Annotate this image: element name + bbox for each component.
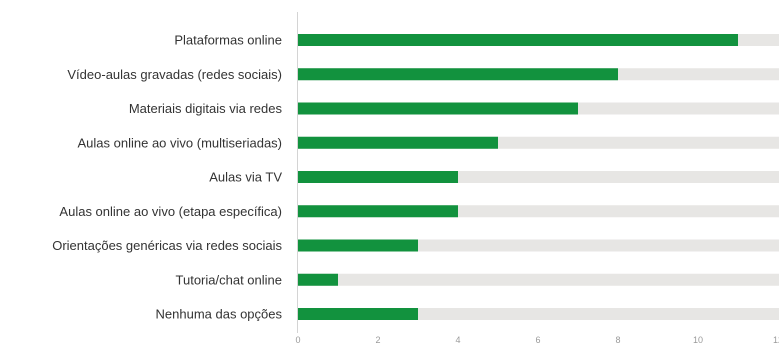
bar: [298, 34, 738, 46]
category-label: Nenhuma das opções: [156, 307, 283, 322]
x-tick-label: 10: [693, 335, 703, 345]
category-label: Materiais digitais via redes: [129, 101, 283, 116]
bar: [298, 308, 418, 320]
category-labels: Plataformas online Vídeo-aulas gravadas (…: [52, 33, 282, 322]
bar: [298, 68, 618, 81]
bar-track: [298, 308, 779, 320]
bar: [298, 205, 458, 218]
bar: [298, 136, 498, 149]
bars: [298, 34, 738, 320]
category-label: Aulas online ao vivo (etapa específica): [59, 204, 282, 219]
x-tick-label: 0: [295, 335, 300, 345]
bar: [298, 171, 458, 183]
category-label: Aulas via TV: [209, 170, 282, 185]
bar: [298, 102, 578, 115]
x-tick-label: 8: [615, 335, 620, 345]
x-tick-label: 12: [773, 335, 779, 345]
bar-track: [298, 239, 779, 252]
bar-track: [298, 273, 779, 286]
category-label: Vídeo-aulas gravadas (redes sociais): [67, 67, 282, 82]
category-label: Aulas online ao vivo (multiseriadas): [78, 135, 282, 150]
x-tick-labels: 0 2 4 6 8 10 12: [295, 335, 779, 345]
x-tick-label: 4: [455, 335, 460, 345]
category-label: Plataformas online: [174, 33, 282, 48]
bar: [298, 273, 338, 286]
bar: [298, 239, 418, 252]
category-label: Tutoria/chat online: [176, 272, 282, 287]
x-tick-label: 2: [375, 335, 380, 345]
category-label: Orientações genéricas via redes sociais: [52, 238, 282, 253]
x-tick-label: 6: [535, 335, 540, 345]
